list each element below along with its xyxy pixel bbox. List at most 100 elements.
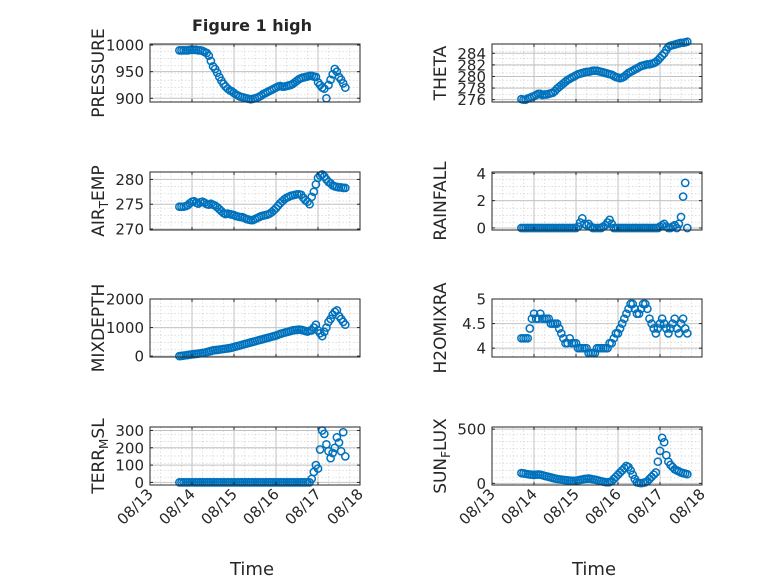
data-point bbox=[647, 319, 656, 328]
data-point bbox=[338, 427, 348, 437]
data-point bbox=[626, 466, 635, 475]
data-point bbox=[672, 223, 682, 233]
y-tick-label: 0 bbox=[134, 474, 144, 492]
y-tick-label: 284 bbox=[457, 45, 486, 63]
x-tick-label: 08/14 bbox=[156, 485, 199, 528]
data-point bbox=[678, 314, 688, 324]
data-point bbox=[340, 183, 350, 193]
data-point bbox=[676, 212, 686, 222]
data-point bbox=[322, 323, 331, 332]
figure-title: Figure 1 high bbox=[192, 16, 312, 35]
data-series bbox=[175, 306, 350, 361]
data-point bbox=[651, 329, 661, 338]
x-tick-label: 08/18 bbox=[666, 485, 709, 528]
data-series bbox=[517, 433, 692, 488]
y-axis-ticks: 900 950 1000 bbox=[106, 37, 360, 108]
data-point bbox=[607, 338, 617, 348]
data-point bbox=[680, 178, 690, 188]
y-tick-label: 300 bbox=[115, 422, 144, 440]
data-point bbox=[311, 320, 321, 330]
data-point bbox=[655, 446, 665, 456]
data-point bbox=[544, 314, 554, 324]
data-point bbox=[340, 452, 350, 461]
y-tick-label: 280 bbox=[457, 68, 486, 86]
x-axis-label-right: Time bbox=[571, 559, 616, 580]
data-point bbox=[609, 333, 619, 343]
data-point bbox=[617, 319, 627, 328]
data-point bbox=[317, 331, 327, 341]
data-point bbox=[624, 304, 633, 314]
data-point bbox=[307, 192, 317, 202]
data-point bbox=[311, 72, 321, 82]
data-point bbox=[533, 314, 543, 324]
data-point bbox=[628, 470, 638, 480]
data-point bbox=[577, 214, 587, 223]
y-tick-label: 2 bbox=[476, 192, 486, 210]
data-series bbox=[517, 37, 692, 105]
y-tick-label: 100 bbox=[115, 457, 144, 475]
data-point bbox=[655, 319, 665, 328]
data-point bbox=[670, 314, 680, 324]
axes-box bbox=[149, 43, 361, 103]
data-point bbox=[615, 324, 625, 333]
data-point bbox=[661, 324, 671, 333]
y-tick-label: 2000 bbox=[106, 291, 144, 309]
y-tick-label: 275 bbox=[115, 196, 144, 214]
x-tick-label: 08/14 bbox=[498, 485, 541, 528]
data-point bbox=[657, 51, 667, 60]
data-point bbox=[185, 198, 195, 208]
axes-box bbox=[491, 426, 703, 486]
data-point bbox=[527, 314, 537, 324]
y-tick-label: 276 bbox=[457, 91, 486, 109]
y-tick-label: 0 bbox=[134, 348, 144, 366]
y-tick-label: 950 bbox=[115, 63, 144, 81]
data-point bbox=[682, 469, 692, 479]
data-point bbox=[674, 329, 684, 338]
y-axis-ticks: 270 275 280 bbox=[115, 171, 360, 239]
subplot-rainfall: 0 2 4 RAINFALL bbox=[431, 161, 703, 241]
data-point bbox=[328, 448, 338, 458]
y-axis-label: SUNFLUX bbox=[431, 418, 453, 494]
x-axis-ticks bbox=[491, 427, 703, 485]
data-point bbox=[613, 329, 623, 338]
data-point bbox=[657, 314, 667, 324]
y-tick-label: 270 bbox=[115, 221, 144, 239]
y-axis-label: H2OMIXRA bbox=[431, 282, 451, 373]
x-tick-label: 08/15 bbox=[198, 485, 241, 528]
data-series bbox=[175, 45, 350, 104]
axes-box bbox=[491, 43, 703, 103]
data-point bbox=[523, 333, 533, 343]
x-axis-label-left: Time bbox=[229, 559, 274, 580]
data-point bbox=[680, 324, 690, 333]
x-tick-label: 08/18 bbox=[324, 485, 367, 528]
y-axis-label: THETA bbox=[431, 45, 451, 101]
x-tick-label: 08/16 bbox=[582, 485, 625, 528]
data-point bbox=[303, 197, 312, 207]
data-point bbox=[326, 314, 335, 324]
data-point bbox=[319, 429, 329, 439]
data-point bbox=[676, 319, 686, 328]
data-point bbox=[672, 324, 682, 333]
data-point bbox=[649, 324, 659, 333]
y-axis-label: MIXDEPTH bbox=[89, 284, 109, 373]
data-point bbox=[659, 319, 669, 328]
y-tick-label: 0 bbox=[476, 219, 486, 237]
data-point bbox=[571, 338, 581, 348]
data-point bbox=[193, 199, 203, 209]
data-point bbox=[317, 170, 327, 179]
data-point bbox=[668, 319, 677, 328]
data-point bbox=[340, 83, 350, 92]
y-tick-label: 1000 bbox=[106, 37, 144, 55]
data-point bbox=[204, 51, 214, 61]
data-point bbox=[315, 445, 325, 454]
y-axis-label: RAINFALL bbox=[431, 161, 451, 241]
y-tick-label: 4 bbox=[476, 340, 486, 358]
data-point bbox=[628, 299, 638, 309]
axes-box bbox=[149, 426, 361, 486]
data-point bbox=[630, 304, 640, 314]
data-point bbox=[653, 324, 663, 333]
